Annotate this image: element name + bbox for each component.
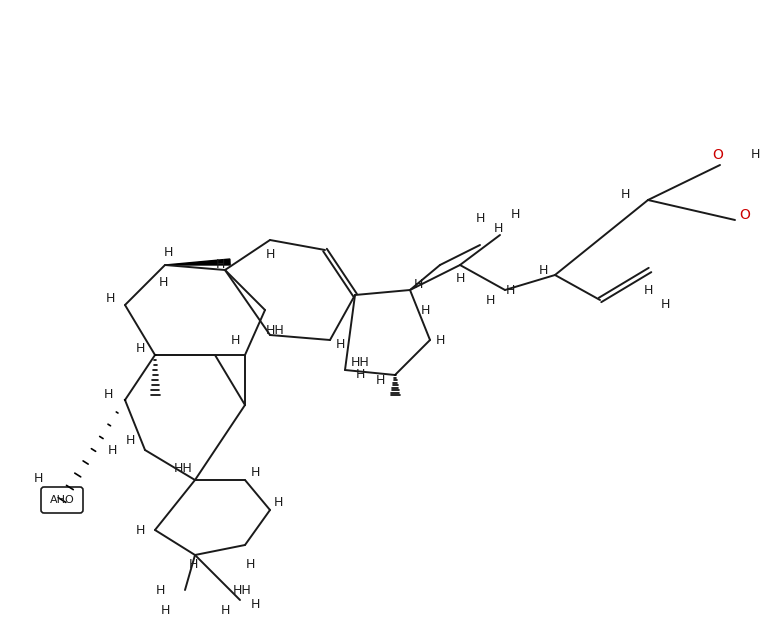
Text: H: H: [159, 277, 168, 290]
Text: H: H: [105, 291, 115, 304]
Text: H: H: [538, 264, 548, 277]
Text: H: H: [265, 249, 275, 262]
Text: H: H: [493, 221, 502, 234]
Text: H: H: [455, 272, 465, 285]
Text: H: H: [510, 208, 519, 221]
Text: H: H: [33, 471, 43, 484]
Text: AHO: AHO: [50, 495, 74, 505]
Text: H: H: [126, 433, 135, 446]
Text: H: H: [476, 211, 485, 224]
FancyBboxPatch shape: [41, 487, 83, 513]
Text: HH: HH: [174, 461, 192, 474]
Text: HH: HH: [266, 324, 284, 337]
Text: H: H: [435, 334, 445, 347]
Text: H: H: [188, 559, 198, 572]
Text: H: H: [107, 443, 116, 456]
Text: H: H: [273, 495, 283, 508]
Text: O: O: [712, 148, 723, 162]
Text: H: H: [375, 373, 385, 386]
Text: H: H: [221, 603, 230, 616]
Text: H: H: [506, 283, 515, 296]
Text: H: H: [250, 598, 260, 611]
Polygon shape: [165, 259, 230, 265]
Text: HH: HH: [351, 355, 369, 368]
Text: H: H: [160, 603, 170, 616]
Text: H: H: [136, 523, 145, 536]
Text: H: H: [336, 339, 345, 352]
Text: O: O: [739, 208, 751, 222]
Text: H: H: [355, 368, 365, 381]
Text: H: H: [245, 559, 254, 572]
Text: H: H: [414, 278, 423, 291]
Text: H: H: [620, 188, 630, 202]
Text: H: H: [215, 259, 224, 272]
Text: HH: HH: [233, 583, 251, 596]
Text: H: H: [136, 342, 145, 355]
Text: H: H: [751, 149, 760, 161]
Text: H: H: [660, 298, 669, 311]
Text: H: H: [643, 283, 653, 296]
Text: H: H: [155, 583, 165, 596]
Text: H: H: [231, 334, 240, 347]
Text: H: H: [103, 389, 113, 402]
Text: H: H: [421, 304, 430, 316]
Text: H: H: [250, 466, 260, 479]
Text: H: H: [486, 293, 495, 306]
Text: H: H: [163, 246, 172, 259]
